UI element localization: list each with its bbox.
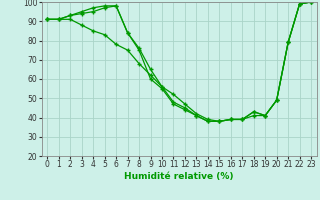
X-axis label: Humidité relative (%): Humidité relative (%) — [124, 172, 234, 181]
